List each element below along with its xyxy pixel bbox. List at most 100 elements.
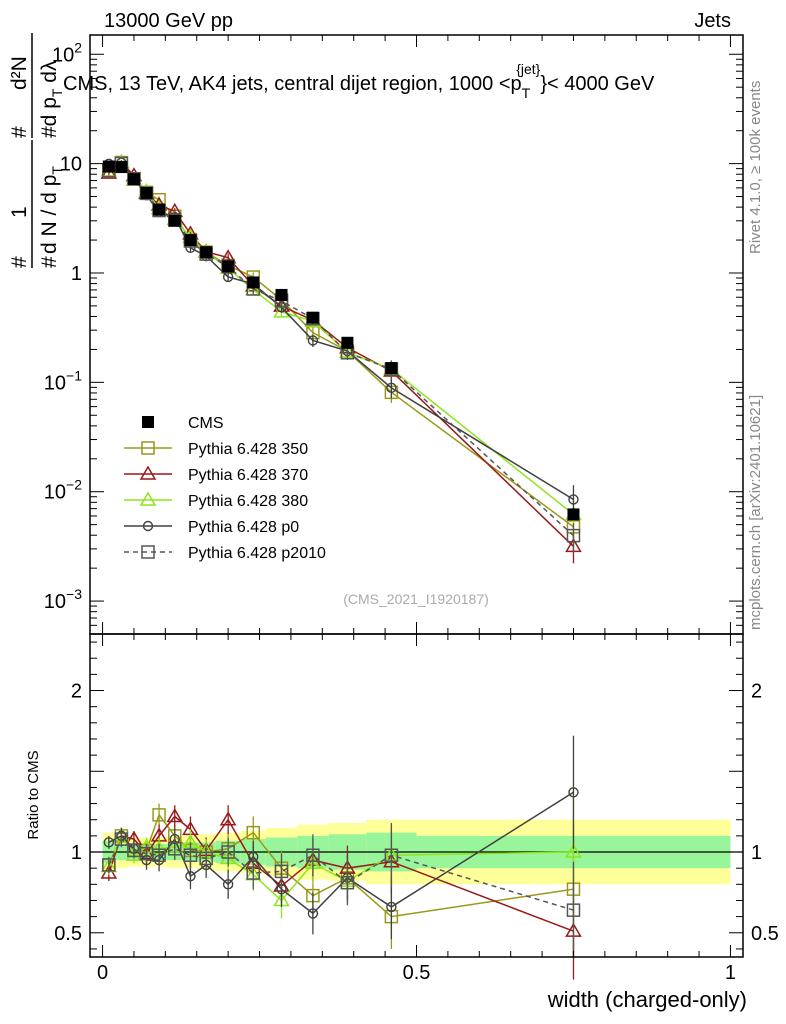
marker-ratio	[568, 787, 579, 798]
y-tick-label: 10−3	[44, 586, 82, 613]
series-2	[100, 154, 582, 919]
marker-ratio	[307, 908, 319, 919]
y-tick-base: 10	[44, 372, 66, 394]
ratio-frame	[89, 633, 744, 958]
ylabel-hash-1: #	[8, 256, 31, 268]
legend-marker	[139, 491, 157, 506]
cms-points	[102, 160, 580, 521]
ratio-tick-label-right: 0.5	[751, 923, 779, 945]
y-tick-label: 10	[60, 154, 82, 176]
legend-marker	[141, 441, 155, 455]
y-tick-label: 10−1	[44, 367, 82, 394]
y-tick-label: 10−2	[44, 477, 82, 504]
marker-ratio	[152, 848, 166, 863]
marker-ratio	[125, 846, 143, 862]
ratio-tick-label-right: 2	[751, 681, 762, 703]
marker-ratio	[185, 871, 196, 882]
legend-label: Pythia 6.428 370	[188, 467, 308, 484]
data-layer	[100, 154, 582, 980]
cms-point	[115, 161, 128, 174]
header-right: Jets	[694, 10, 731, 32]
legend-label: Pythia 6.428 p0	[188, 519, 299, 536]
cms-point	[102, 160, 115, 173]
x-tick-label: 0	[97, 962, 108, 984]
cms-point	[153, 203, 166, 216]
title-sub: T	[522, 85, 531, 101]
y-tick-exp: −1	[66, 367, 82, 383]
ylabel-frac2-den-sub: T	[49, 88, 65, 97]
legend-marker-cms	[142, 416, 154, 428]
cms-point	[127, 173, 140, 186]
ratio-tick-label: 1	[71, 842, 82, 864]
marker-main	[568, 494, 579, 505]
x-axis-label: width (charged-only)	[547, 987, 747, 1012]
cms-point	[222, 260, 235, 273]
title-sup: {jet}	[516, 61, 540, 77]
cms-point	[385, 362, 398, 375]
plot-title: CMS, 13 TeV, AK4 jets, central dijet reg…	[63, 61, 655, 101]
marker-ratio	[183, 848, 198, 863]
series-line-main	[108, 161, 574, 501]
legend-label: Pythia 6.428 380	[188, 493, 308, 510]
marker-ratio	[565, 843, 582, 858]
marker-main	[386, 382, 397, 394]
cms-point	[567, 508, 580, 521]
y-tick-exp: −2	[66, 477, 82, 493]
cms-point	[140, 186, 153, 199]
ylabel-frac2-hash-num: #	[8, 126, 31, 138]
ratio-bands	[90, 819, 743, 885]
marker-main	[566, 528, 581, 543]
title-pre: CMS, 13 TeV, AK4 jets, central dijet reg…	[63, 73, 522, 95]
ylabel-frac2-den-main: d p	[38, 97, 61, 126]
marker-ratio	[219, 811, 237, 826]
legend-marker	[139, 465, 157, 480]
ratio-y-label: Ratio to CMS	[25, 750, 42, 839]
marker-ratio	[274, 864, 289, 879]
marker-ratio	[102, 858, 116, 872]
marker-ratio	[199, 851, 213, 866]
y-tick-label: 102	[52, 39, 82, 66]
marker-ratio	[168, 842, 182, 856]
ylabel-denom: d N / d pT	[38, 166, 65, 254]
marker-ratio	[103, 837, 115, 848]
y-tick-exp: 2	[74, 39, 82, 55]
legend-marker	[141, 545, 155, 559]
cms-point	[275, 288, 288, 301]
legend-marker	[142, 520, 154, 532]
mcplots-label: mcplots.cern.ch [arXiv:2401.10621]	[747, 395, 764, 630]
x-tick-label: 0.5	[403, 962, 431, 984]
y-tick-exp: −3	[66, 586, 82, 602]
ylabel-hash-2: #	[38, 256, 61, 268]
marker-ratio	[384, 848, 399, 863]
marker-ratio	[566, 903, 581, 917]
ylabel-frac2-num: d²N	[8, 56, 31, 90]
marker-ratio	[166, 808, 184, 823]
ylabel-frac2-den-tail: dλ	[38, 60, 61, 89]
ratio-tick-label-right: 1	[751, 842, 762, 864]
legend-label: CMS	[188, 415, 224, 432]
marker-ratio	[246, 825, 260, 840]
cms-point	[168, 214, 181, 227]
y-tick-base: 10	[52, 44, 74, 66]
marker-ratio	[306, 848, 320, 863]
y-tick-base: 10	[44, 482, 66, 504]
y-tick-base: 10	[44, 591, 66, 613]
ylabel-frac2-hash-den: #	[38, 126, 61, 138]
legend: CMS Pythia 6.428 350 Pythia 6.428 370 Pythi…	[124, 415, 326, 562]
ylabel-frac2-den: #d pT dλ	[38, 60, 65, 138]
ylabel-denom-sub: T	[49, 166, 65, 175]
marker-ratio	[152, 808, 166, 822]
legend-label: Pythia 6.428 p2010	[188, 545, 326, 562]
cms-point	[247, 276, 260, 289]
cms-point	[184, 234, 197, 247]
marker-ratio	[114, 832, 129, 846]
legend-label: Pythia 6.428 350	[188, 441, 308, 458]
ratio-tick-label: 2	[71, 681, 82, 703]
ylabel-one: 1	[8, 206, 31, 218]
title-post: }< 4000 GeV	[540, 73, 655, 95]
marker-ratio	[386, 901, 397, 913]
ylabel-denom-main: d N / d p	[38, 175, 61, 254]
y-axis-label: # 1 # d N / d pT # d²N #d pT dλ	[8, 33, 65, 268]
rivet-label: Rivet 4.1.0, ≥ 100k events	[747, 81, 764, 254]
